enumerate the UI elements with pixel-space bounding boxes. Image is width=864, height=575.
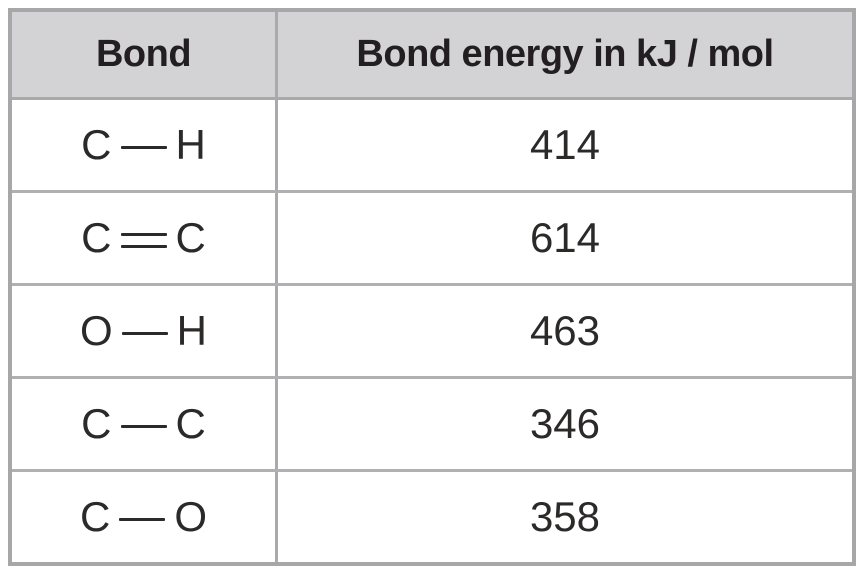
table-row: C C 614 xyxy=(12,193,852,286)
table-header-row: Bond Bond energy in kJ / mol xyxy=(12,12,852,100)
table-row: O H 463 xyxy=(12,286,852,379)
energy-cell: 346 xyxy=(278,379,852,469)
bond-cell: C C xyxy=(12,193,278,283)
energy-value: 346 xyxy=(529,400,601,447)
bond-cell: O H xyxy=(12,286,278,376)
atom-symbol-left: C xyxy=(81,400,112,447)
bond-line xyxy=(119,517,166,521)
atom-symbol-left: O xyxy=(79,307,113,354)
atom-symbol-right: C xyxy=(175,400,206,447)
energy-value: 358 xyxy=(529,493,601,540)
bond-line xyxy=(120,145,167,149)
energy-value: 463 xyxy=(529,307,601,354)
column-header-bond: Bond xyxy=(12,12,278,97)
table-row: C C 346 xyxy=(12,379,852,472)
bond-cell: C C xyxy=(12,379,278,469)
atom-symbol-left: C xyxy=(81,214,112,261)
bond-line xyxy=(120,232,167,248)
atom-symbol-right: C xyxy=(175,214,206,261)
table-row: C O 358 xyxy=(12,472,852,562)
energy-value: 614 xyxy=(529,214,601,261)
bond-line xyxy=(120,424,167,428)
energy-cell: 414 xyxy=(278,100,852,190)
atom-symbol-right: O xyxy=(174,493,207,540)
bond-cell: C H xyxy=(12,100,278,190)
atom-symbol-left: C xyxy=(79,493,111,540)
energy-cell: 358 xyxy=(278,472,852,562)
energy-cell: 614 xyxy=(278,193,852,283)
energy-value: 414 xyxy=(529,121,601,168)
energy-cell: 463 xyxy=(278,286,852,376)
table-row: C H 414 xyxy=(12,100,852,193)
bond-line xyxy=(121,331,168,335)
atom-symbol-left: C xyxy=(81,121,112,168)
bond-energy-table: Bond Bond energy in kJ / mol C H 414 C C… xyxy=(8,8,856,566)
atom-symbol-right: H xyxy=(175,121,206,168)
bond-cell: C O xyxy=(12,472,278,562)
column-header-bond-energy: Bond energy in kJ / mol xyxy=(356,33,774,75)
atom-symbol-right: H xyxy=(176,307,207,354)
